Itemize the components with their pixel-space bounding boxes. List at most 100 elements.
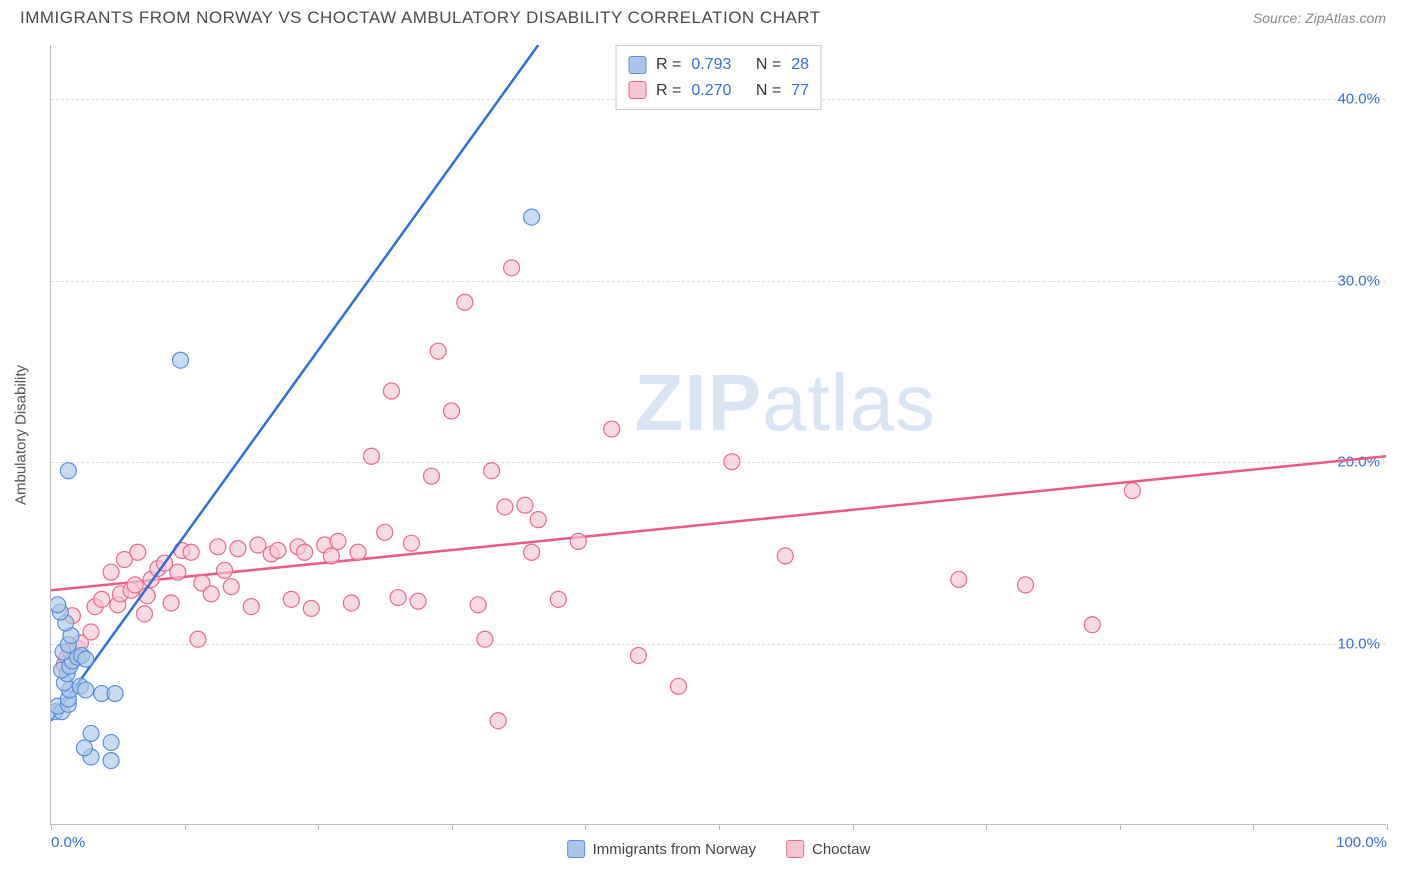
x-tick <box>1387 824 1388 830</box>
data-point <box>524 209 540 225</box>
data-point <box>183 544 199 560</box>
x-tick-label: 100.0% <box>1336 834 1387 851</box>
data-point <box>377 524 393 540</box>
data-point <box>484 463 500 479</box>
data-point <box>303 600 319 616</box>
data-point <box>173 352 189 368</box>
source-attribution: Source: ZipAtlas.com <box>1253 10 1386 26</box>
x-tick <box>318 824 319 830</box>
data-point <box>107 686 123 702</box>
legend-label-pink: Choctaw <box>812 841 870 858</box>
data-point <box>604 421 620 437</box>
legend-item-pink: Choctaw <box>786 840 870 858</box>
data-point <box>1124 483 1140 499</box>
data-point <box>777 548 793 564</box>
legend-label-blue: Immigrants from Norway <box>593 841 756 858</box>
data-point <box>136 606 152 622</box>
data-point <box>430 343 446 359</box>
data-point <box>203 586 219 602</box>
regression-line <box>51 45 538 721</box>
data-point <box>94 591 110 607</box>
x-tick <box>452 824 453 830</box>
chart-title: IMMIGRANTS FROM NORWAY VS CHOCTAW AMBULA… <box>20 8 821 28</box>
data-point <box>51 597 66 613</box>
data-point <box>163 595 179 611</box>
data-point <box>297 544 313 560</box>
x-tick <box>185 824 186 830</box>
data-point <box>103 753 119 769</box>
data-point <box>230 541 246 557</box>
legend-series: Immigrants from Norway Choctaw <box>567 840 871 858</box>
legend-swatch-blue-icon <box>567 840 585 858</box>
data-point <box>530 512 546 528</box>
n-value-blue: 28 <box>791 52 809 78</box>
data-point <box>78 651 94 667</box>
data-point <box>477 631 493 647</box>
data-point <box>103 734 119 750</box>
n-label: N = <box>756 78 781 104</box>
data-point <box>170 564 186 580</box>
data-point <box>283 591 299 607</box>
r-label: R = <box>656 52 681 78</box>
data-point <box>130 544 146 560</box>
data-point <box>270 542 286 558</box>
data-point <box>217 562 233 578</box>
data-point <box>350 544 366 560</box>
data-point <box>343 595 359 611</box>
data-point <box>444 403 460 419</box>
data-point <box>457 294 473 310</box>
x-tick <box>585 824 586 830</box>
data-point <box>390 590 406 606</box>
data-point <box>470 597 486 613</box>
data-point <box>210 539 226 555</box>
data-point <box>76 740 92 756</box>
data-point <box>190 631 206 647</box>
r-value-blue: 0.793 <box>691 52 731 78</box>
x-tick <box>1253 824 1254 830</box>
data-point <box>60 463 76 479</box>
data-point <box>517 497 533 513</box>
data-point <box>524 544 540 560</box>
x-tick <box>853 824 854 830</box>
data-point <box>223 579 239 595</box>
data-point <box>383 383 399 399</box>
r-value-pink: 0.270 <box>691 78 731 104</box>
data-point <box>504 260 520 276</box>
data-point <box>403 535 419 551</box>
data-point <box>490 713 506 729</box>
data-point <box>423 468 439 484</box>
n-value-pink: 77 <box>791 78 809 104</box>
data-point <box>78 682 94 698</box>
data-point <box>550 591 566 607</box>
data-point <box>1084 617 1100 633</box>
chart-canvas <box>51 45 1386 824</box>
legend-swatch-blue-icon <box>628 56 646 74</box>
legend-swatch-pink-icon <box>628 81 646 99</box>
data-point <box>330 533 346 549</box>
data-point <box>323 548 339 564</box>
legend-stats-row-pink: R = 0.270 N = 77 <box>628 78 809 104</box>
data-point <box>1018 577 1034 593</box>
data-point <box>951 571 967 587</box>
data-point <box>410 593 426 609</box>
x-tick <box>986 824 987 830</box>
x-tick <box>1120 824 1121 830</box>
data-point <box>103 564 119 580</box>
plot-area: Ambulatory Disability ZIPatlas R = 0.793… <box>50 45 1386 825</box>
data-point <box>363 448 379 464</box>
legend-stats: R = 0.793 N = 28 R = 0.270 N = 77 <box>615 45 822 110</box>
data-point <box>570 533 586 549</box>
data-point <box>630 648 646 664</box>
x-tick <box>51 824 52 830</box>
legend-stats-row-blue: R = 0.793 N = 28 <box>628 52 809 78</box>
x-tick-label: 0.0% <box>51 834 85 851</box>
n-label: N = <box>756 52 781 78</box>
data-point <box>497 499 513 515</box>
y-axis-label: Ambulatory Disability <box>13 364 30 504</box>
data-point <box>83 624 99 640</box>
legend-item-blue: Immigrants from Norway <box>567 840 756 858</box>
legend-swatch-pink-icon <box>786 840 804 858</box>
regression-line <box>51 456 1386 590</box>
x-tick <box>719 824 720 830</box>
data-point <box>83 725 99 741</box>
